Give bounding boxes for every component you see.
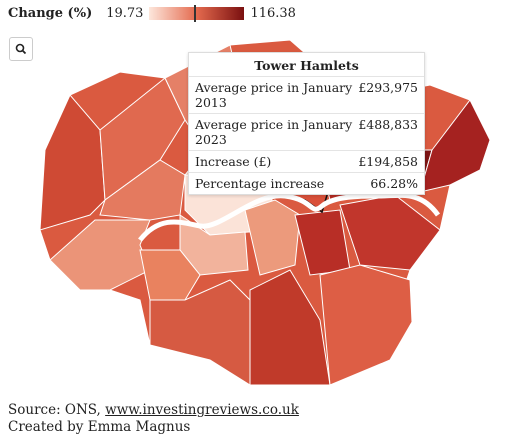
credit: Created by Emma Magnus bbox=[8, 419, 191, 435]
row-value: £194,858 bbox=[358, 154, 418, 169]
legend-title: Change (%) bbox=[8, 6, 93, 21]
legend: Change (%) 19.73 116.38 bbox=[8, 5, 296, 22]
source: Source: ONS, bbox=[8, 402, 101, 418]
borough bbox=[49, 219, 151, 291]
row-label: Average price in January 2023 bbox=[195, 117, 353, 147]
legend-min: 19.73 bbox=[106, 6, 144, 21]
source-link[interactable]: www.investingreviews.co.uk bbox=[105, 402, 299, 418]
tooltip-row: Percentage increase 66.28% bbox=[189, 172, 424, 194]
row-label: Increase (£) bbox=[195, 154, 272, 169]
footer: Source: ONS, www.investingreviews.co.uk … bbox=[8, 402, 299, 436]
row-value: £488,833 bbox=[358, 117, 418, 132]
tooltip-row: Increase (£) £194,858 bbox=[189, 150, 424, 172]
legend-bar bbox=[149, 5, 245, 22]
tooltip: Tower Hamlets Average price in January 2… bbox=[188, 52, 425, 195]
row-value: 66.28% bbox=[370, 176, 418, 191]
legend-max: 116.38 bbox=[250, 6, 296, 21]
search-button[interactable] bbox=[9, 37, 33, 61]
search-icon bbox=[15, 43, 27, 55]
tooltip-row: Average price in January 2013 £293,975 bbox=[189, 76, 424, 113]
tooltip-row: Average price in January 2023 £488,833 bbox=[189, 113, 424, 150]
borough bbox=[99, 77, 186, 201]
river bbox=[138, 192, 441, 242]
borough bbox=[139, 249, 201, 301]
row-value: £293,975 bbox=[358, 80, 418, 95]
tooltip-title: Tower Hamlets bbox=[254, 58, 359, 73]
row-label: Average price in January 2013 bbox=[195, 80, 353, 110]
row-label: Percentage increase bbox=[195, 176, 325, 191]
legend-marker bbox=[194, 5, 197, 22]
borough bbox=[244, 199, 301, 276]
borough bbox=[249, 269, 331, 386]
borough bbox=[319, 264, 413, 386]
